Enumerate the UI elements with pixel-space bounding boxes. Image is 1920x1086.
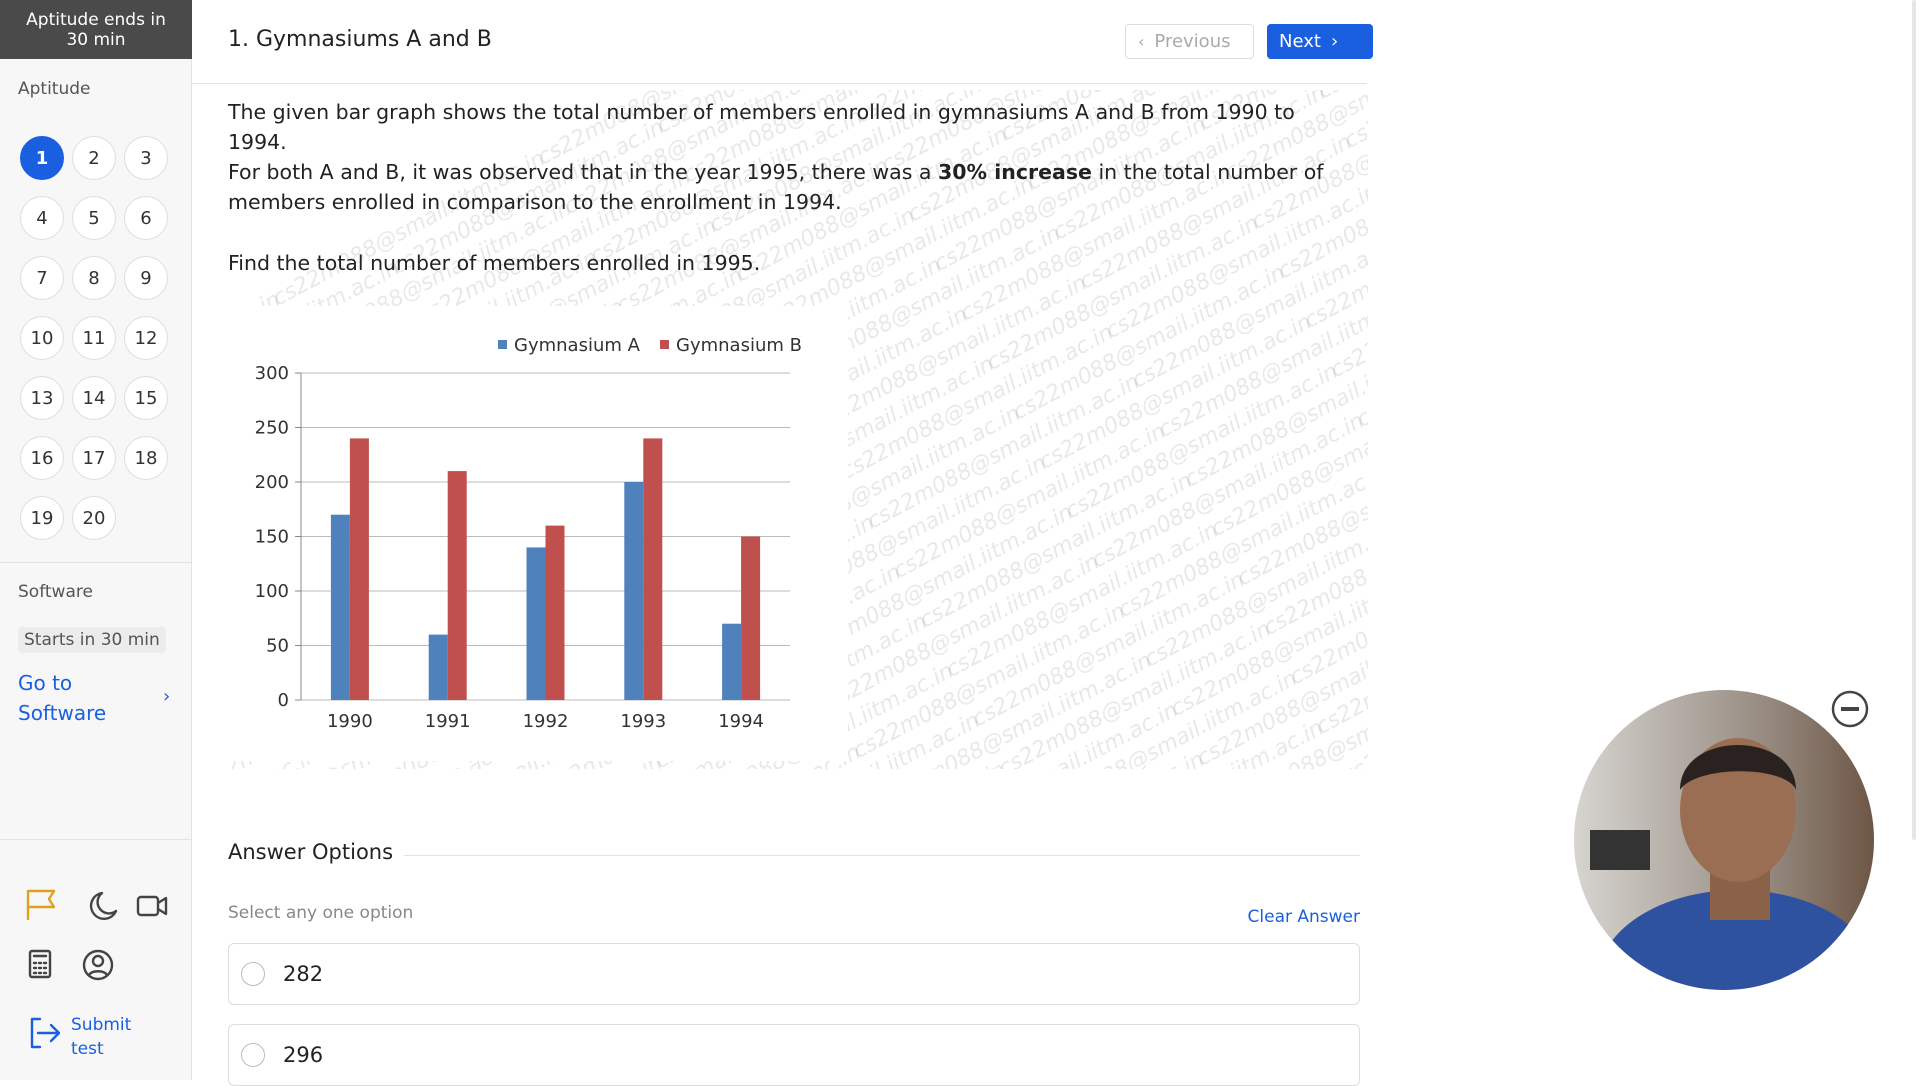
radio bbox=[241, 1043, 265, 1067]
question-number[interactable]: 15 bbox=[124, 376, 168, 420]
label: Previous bbox=[1154, 31, 1231, 52]
question-number[interactable]: 18 bbox=[124, 436, 168, 480]
watermark: cs22m088@smail.iitm.ac.in bbox=[192, 545, 218, 710]
question-number[interactable]: 4 bbox=[20, 196, 64, 240]
bar bbox=[741, 536, 761, 700]
label: Next bbox=[1279, 31, 1321, 52]
radio bbox=[241, 962, 265, 986]
bar bbox=[428, 634, 448, 700]
question-title: 1. Gymnasiums A and B bbox=[228, 27, 492, 52]
bar bbox=[447, 471, 467, 700]
bar-chart: 0 50 100 150 200 250 300 1990 1991 1992 1993 1994 Gy… bbox=[255, 335, 802, 732]
timer: Aptitude ends in 30 min bbox=[0, 0, 192, 59]
sidebar bbox=[0, 0, 192, 1080]
question-number[interactable]: 2 bbox=[72, 136, 116, 180]
text: For both A and B, it was observed that i… bbox=[228, 160, 939, 184]
x-tick-label: 1994 bbox=[718, 711, 764, 732]
question-number[interactable]: 6 bbox=[124, 196, 168, 240]
text: in the total number of members enrolled … bbox=[228, 160, 1324, 214]
answers-heading: Answer Options bbox=[228, 840, 394, 864]
divider bbox=[0, 562, 191, 563]
y-tick-label: 150 bbox=[255, 527, 289, 548]
x-tick-label: 1993 bbox=[620, 711, 666, 732]
divider bbox=[404, 855, 1360, 856]
emphasis: 30% increase bbox=[938, 160, 1092, 184]
scrollbar bbox=[1912, 0, 1916, 840]
flag-icon[interactable] bbox=[26, 889, 56, 921]
question-number[interactable]: 3 bbox=[124, 136, 168, 180]
chevron: › bbox=[163, 686, 171, 707]
paragraph: Find the total number of members enrolle… bbox=[228, 251, 761, 275]
submit-icon[interactable] bbox=[30, 1017, 61, 1049]
question-number[interactable]: 10 bbox=[20, 316, 64, 360]
clear-answer[interactable]: Clear Answer bbox=[1247, 907, 1360, 927]
legend-label: Gymnasium A bbox=[514, 335, 641, 356]
question-number[interactable]: 19 bbox=[20, 496, 64, 540]
icon: ‹ bbox=[1138, 32, 1145, 51]
question-number[interactable]: 7 bbox=[20, 256, 64, 300]
question-number[interactable]: 5 bbox=[72, 196, 116, 240]
go-link[interactable]: Go to Software bbox=[18, 671, 107, 725]
question-number[interactable]: 13 bbox=[20, 376, 64, 420]
legend-label: Gymnasium B bbox=[676, 335, 802, 356]
calculator-icon[interactable] bbox=[28, 949, 52, 979]
option[interactable]: 296 bbox=[228, 1024, 1360, 1086]
y-tick-label: 300 bbox=[255, 363, 289, 384]
x-tick-label: 1992 bbox=[523, 711, 569, 732]
x-tick-label: 1991 bbox=[425, 711, 471, 732]
camera-icon[interactable] bbox=[136, 895, 168, 917]
question-number[interactable]: 12 bbox=[124, 316, 168, 360]
paragraph: The given bar graph shows the total numb… bbox=[228, 100, 1295, 154]
next-button[interactable]: Next › bbox=[1267, 24, 1373, 59]
y-tick-label: 250 bbox=[255, 418, 289, 439]
bar bbox=[722, 623, 742, 700]
option[interactable]: 282 bbox=[228, 943, 1360, 1005]
y-tick-label: 100 bbox=[255, 581, 289, 602]
bar bbox=[330, 514, 350, 700]
question-number[interactable]: 11 bbox=[72, 316, 116, 360]
y-tick-label: 50 bbox=[266, 636, 289, 657]
legend-swatch bbox=[498, 340, 507, 349]
paragraph: For both A and B, it was observed that i… bbox=[228, 157, 1348, 217]
bar bbox=[624, 482, 644, 700]
bar bbox=[545, 525, 565, 700]
previous-button[interactable]: ‹ Previous bbox=[1125, 24, 1254, 59]
icon: › bbox=[1330, 31, 1339, 52]
question-number[interactable]: 8 bbox=[72, 256, 116, 300]
y-tick-label: 200 bbox=[255, 472, 289, 493]
y-tick-label: 0 bbox=[278, 690, 289, 711]
divider bbox=[0, 839, 191, 840]
divider bbox=[192, 83, 1367, 84]
submit-button[interactable]: Submit test bbox=[71, 1015, 132, 1059]
bar bbox=[526, 547, 546, 700]
question-number[interactable]: 20 bbox=[72, 496, 116, 540]
question-number[interactable]: 9 bbox=[124, 256, 168, 300]
option-text: 282 bbox=[283, 962, 324, 986]
section-label: Software bbox=[18, 582, 93, 602]
legend-swatch bbox=[660, 340, 669, 349]
option-text: 296 bbox=[283, 1043, 324, 1067]
webcam bbox=[1574, 690, 1874, 990]
section-label: Aptitude bbox=[18, 79, 91, 99]
x-tick-label: 1990 bbox=[327, 711, 373, 732]
question-number[interactable]: 16 bbox=[20, 436, 64, 480]
bar bbox=[643, 438, 663, 700]
bar bbox=[349, 438, 369, 700]
question-number[interactable]: 14 bbox=[72, 376, 116, 420]
tool-icons bbox=[26, 889, 168, 1049]
profile-icon[interactable] bbox=[82, 949, 114, 981]
watermark: cs22m088@smail.iitm.ac.in bbox=[1169, 84, 1368, 87]
question-number[interactable]: 1 bbox=[20, 136, 64, 180]
hint: Select any one option bbox=[228, 903, 414, 923]
question-number[interactable]: 17 bbox=[72, 436, 116, 480]
status-pill: Starts in 30 min bbox=[18, 627, 166, 653]
theme-icon[interactable] bbox=[89, 891, 118, 921]
